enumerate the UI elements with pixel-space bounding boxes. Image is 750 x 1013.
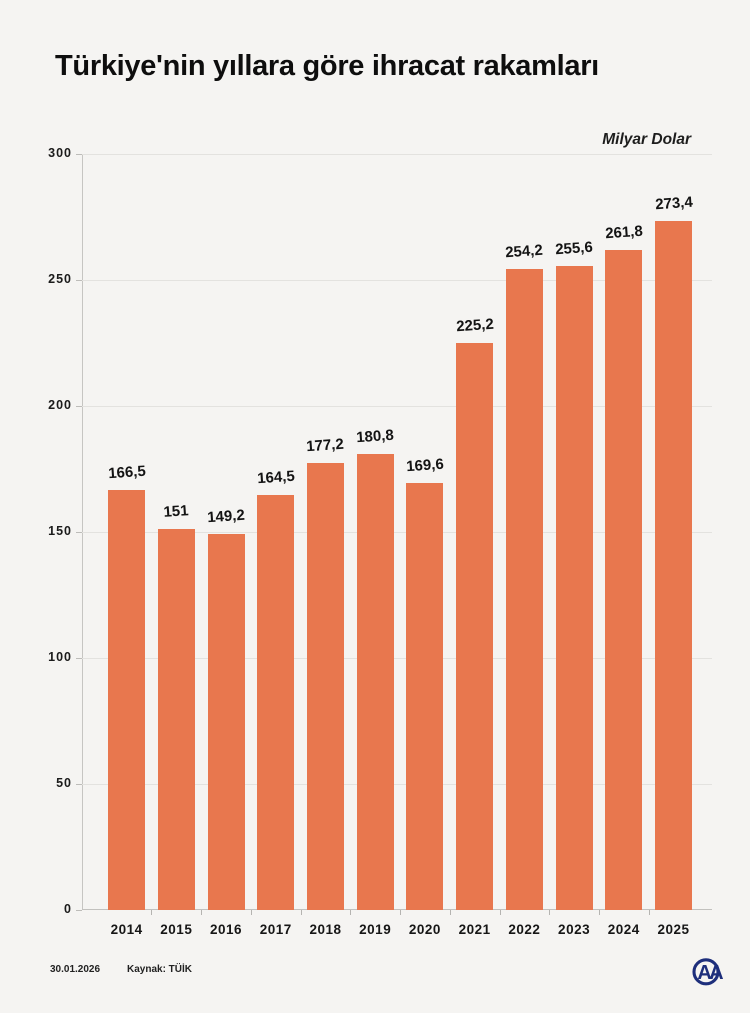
x-tick-mark [549,910,551,915]
bar-value-label: 169,6 [405,455,445,475]
y-tick-label: 200 [48,398,72,412]
gridline [82,279,712,281]
gridline [82,531,712,533]
bar-value-label: 164,5 [256,468,296,488]
bar [605,250,643,910]
bar [505,269,543,910]
x-tick-mark [400,910,402,915]
gridline [82,657,712,659]
x-tick-mark [201,910,203,915]
y-tick-mark [76,153,82,155]
y-tick-label: 0 [64,902,72,916]
bar [257,495,295,910]
bar [356,454,394,910]
x-tick-label: 2024 [607,922,640,937]
x-tick-label: 2017 [259,922,292,937]
y-tick-mark [76,531,82,533]
svg-text:AA: AA [697,962,723,984]
y-tick-mark [76,909,82,911]
axis-unit-label: Milyar Dolar [602,131,691,148]
plot-area: 166,5 2014 151 2015 149,2 2016 164,5 2017 177,2 2… [76,153,712,937]
y-tick-label: 100 [48,650,72,664]
y-tick-label: 250 [48,272,72,286]
x-tick-label: 2023 [558,922,591,937]
bar [655,221,693,910]
gridline [82,405,712,407]
y-tick-mark [76,657,82,659]
x-tick-mark [250,910,252,915]
footer-source: Kaynak: TÜİK [127,964,193,975]
bar-value-label: 225,2 [455,315,494,335]
bar-value-label: 261,8 [604,222,644,243]
bar [406,482,444,910]
x-tick-label: 2019 [359,922,392,937]
x-tick-mark [449,910,451,915]
y-tick-label: 150 [48,524,72,538]
x-tick-label: 2022 [508,922,541,937]
x-tick-mark [499,910,501,915]
bar-value-label: 177,2 [306,436,345,456]
x-tick-mark [151,910,153,915]
x-tick-mark [648,910,650,915]
bar [108,490,146,910]
y-tick-label: 300 [48,146,72,160]
x-tick-mark [350,910,352,915]
x-axis-line [82,909,712,910]
x-tick-label: 2018 [309,922,342,937]
bar [306,463,344,910]
x-tick-label: 2014 [110,922,143,937]
page-title: Türkiye'nin yıllara göre ihracat rakamla… [55,50,599,82]
bar-value-label: 151 [163,502,190,522]
gridline [82,783,712,785]
bar-value-label: 180,8 [355,427,395,447]
bar-value-label: 166,5 [107,463,146,483]
y-tick-mark [76,279,82,281]
aa-agency-logo-icon: AA [692,958,726,986]
x-tick-mark [598,910,600,915]
bar [555,265,593,910]
bar-value-label: 149,2 [206,506,246,527]
y-tick-mark [76,783,82,785]
bar [157,529,195,910]
bar-value-label: 255,6 [554,238,594,259]
y-tick-mark [76,405,82,407]
footer-date: 30.01.2026 [50,964,101,975]
x-tick-label: 2025 [657,922,690,937]
x-tick-label: 2016 [210,922,243,937]
bar-value-label: 254,2 [505,242,544,262]
x-tick-label: 2015 [160,922,193,937]
x-tick-label: 2020 [408,922,441,937]
gridline [82,153,712,155]
bar [456,342,494,910]
x-tick-mark [300,910,302,915]
bar [207,534,245,910]
y-tick-label: 50 [56,776,72,790]
x-tick-label: 2021 [458,922,491,937]
bar-value-label: 273,4 [654,193,693,214]
